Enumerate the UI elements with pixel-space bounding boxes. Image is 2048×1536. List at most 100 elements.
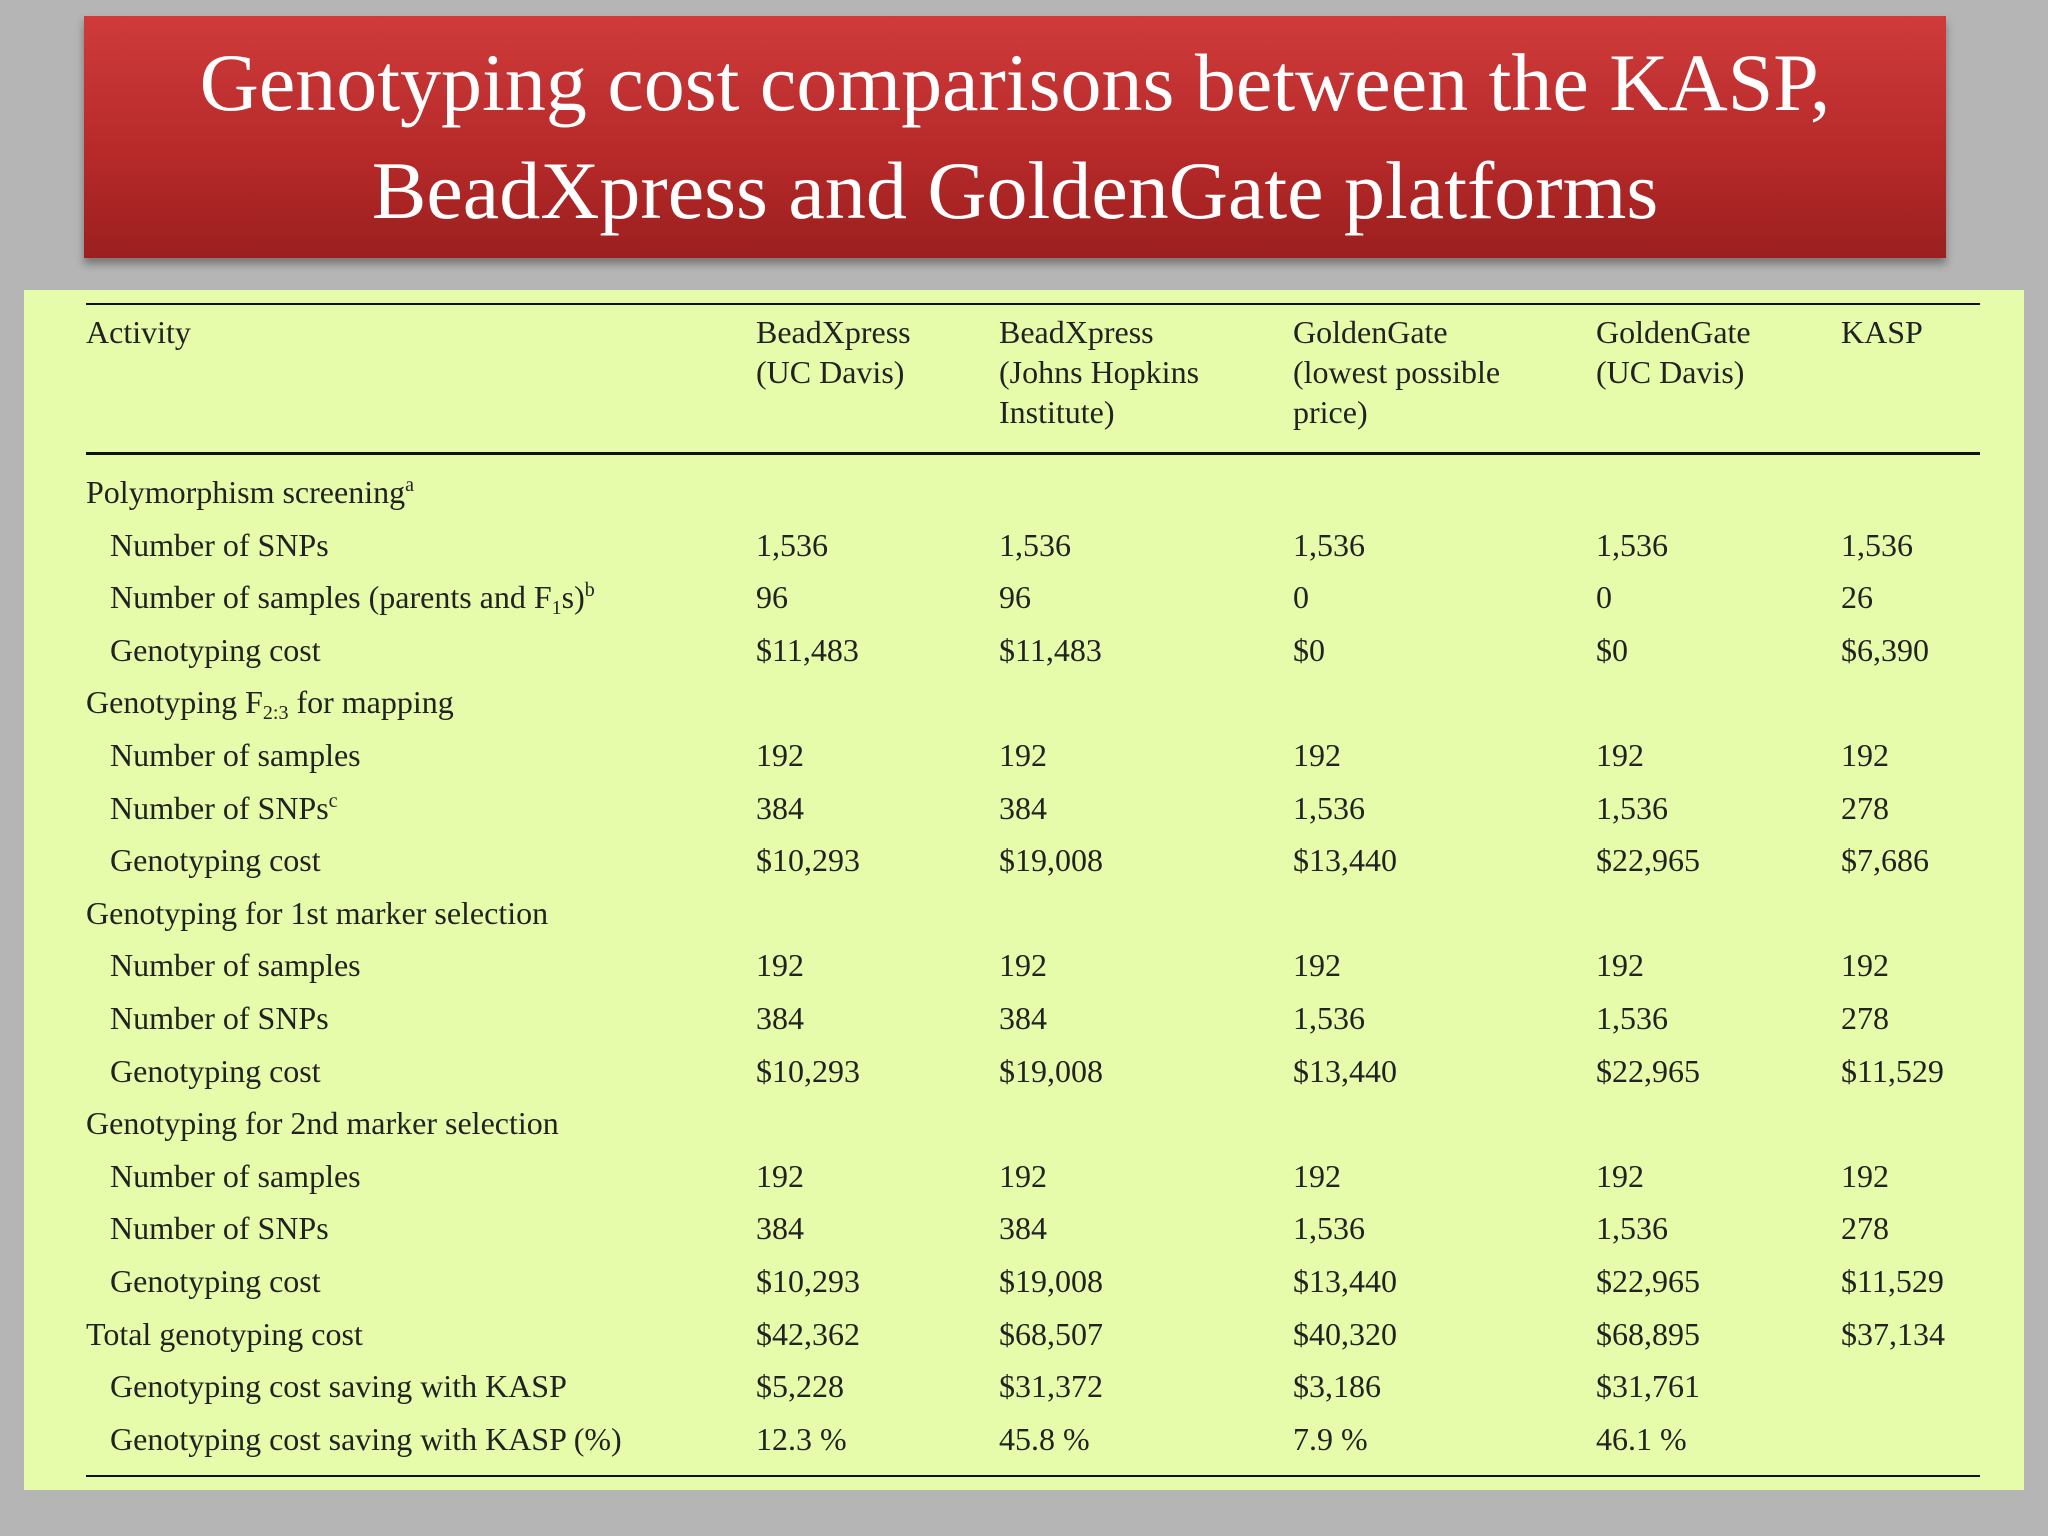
table-cell: 192 [1841, 1157, 1889, 1194]
table-cell: 278 [1841, 789, 1889, 826]
table-cell: 1,536 [756, 526, 828, 563]
table-cell: $10,293 [756, 842, 860, 879]
table-row: Number of SNPs 384 384 1,536 1,536 278 [24, 1202, 2024, 1254]
label-subscript: 2:3 [262, 702, 289, 725]
table-row: Genotyping cost $10,293 $19,008 $13,440 $22,… [24, 1045, 2024, 1097]
table-cell: 1,536 [1596, 789, 1668, 826]
table-cell: 192 [756, 737, 804, 773]
table-cell: 96 [756, 579, 788, 616]
table-cell: 1,536 [1293, 526, 1365, 563]
row-label: Genotyping F2:3 for mapping [86, 684, 454, 725]
table-cell: 12.3 % [756, 1420, 847, 1457]
table-row: Number of samples (parents and F1s)b 96 96… [24, 571, 2024, 623]
table-cell: 384 [756, 789, 804, 826]
table-cell: $0 [1293, 631, 1325, 668]
table-cell: 7.9 % [1293, 1420, 1368, 1457]
row-label: Genotyping cost [110, 842, 321, 879]
table-section-row: Polymorphism screeninga [24, 466, 2024, 518]
table-cell: $31,761 [1596, 1368, 1700, 1405]
table-cell: 46.1 % [1596, 1420, 1687, 1457]
table-cell: $13,440 [1293, 1263, 1397, 1299]
table-cell: 192 [999, 947, 1047, 984]
table-cell: 1,536 [1293, 1210, 1365, 1247]
table-cell: 192 [1293, 1157, 1341, 1194]
table-cell: $11,483 [999, 631, 1102, 668]
table-cell: $37,134 [1841, 1315, 1945, 1352]
table-cell: $31,372 [999, 1368, 1103, 1405]
table-cell: 384 [999, 1000, 1047, 1036]
table-cell: 1,536 [1596, 1210, 1668, 1247]
table-cell: $22,965 [1596, 1052, 1700, 1089]
table-row: Genotyping cost $11,483 $11,483 $0 $0 $6,390 [24, 624, 2024, 676]
row-label: Number of SNPsc [110, 789, 338, 826]
table-cell: $19,008 [999, 1052, 1103, 1089]
table-cell: 192 [1841, 737, 1889, 773]
column-header-activity: Activity [86, 314, 191, 350]
table-cell: $7,686 [1841, 842, 1929, 879]
table-section-row: Genotyping for 1st marker selection [24, 887, 2024, 939]
row-label: Total genotyping cost [86, 1315, 363, 1352]
row-label: Genotyping cost saving with KASP (%) [110, 1420, 622, 1457]
table-cell: 192 [1596, 737, 1644, 773]
table-cell: 1,536 [1596, 1000, 1668, 1036]
table-cell: $0 [1596, 631, 1628, 668]
table-row: Number of SNPsc 384 384 1,536 1,536 278 [24, 782, 2024, 834]
row-label: Number of samples [110, 947, 361, 984]
slide-title-text: Genotyping cost comparisons between the … [199, 37, 1831, 236]
table-cell: 192 [756, 1157, 804, 1194]
table-row: Number of samples 192 192 192 192 192 [24, 729, 2024, 781]
table-cell: $6,390 [1841, 631, 1929, 668]
table-cell: $68,507 [999, 1315, 1103, 1352]
table-cell: 192 [756, 947, 804, 984]
table-cell: $19,008 [999, 1263, 1103, 1299]
table-cell: 192 [1596, 1157, 1644, 1194]
table-cell: $13,440 [1293, 1052, 1397, 1089]
table-cell: 1,536 [1293, 789, 1365, 826]
table-cell: 278 [1841, 1000, 1889, 1036]
row-label: Number of SNPs [110, 1000, 329, 1036]
table-cell: 1,536 [999, 526, 1071, 563]
footnote-marker: a [405, 474, 414, 496]
table-cell: 192 [1596, 947, 1644, 984]
column-header-beadxpress-johns-hopkins: BeadXpress (Johns Hopkins Institute) [999, 314, 1200, 430]
table-cell: $19,008 [999, 842, 1103, 879]
column-header-kasp: KASP [1841, 314, 1923, 350]
table-row: Genotyping cost $10,293 $19,008 $13,440 $22,… [24, 834, 2024, 886]
row-label: Polymorphism screeninga [86, 474, 414, 510]
table-row: Genotyping cost saving with KASP $5,228 $3… [24, 1360, 2024, 1412]
table-cell: $22,965 [1596, 1263, 1700, 1299]
table-cell: $10,293 [756, 1052, 860, 1089]
row-label: Genotyping cost [110, 1052, 321, 1089]
table-row: Number of samples 192 192 192 192 192 [24, 1150, 2024, 1202]
table-cell: $68,895 [1596, 1315, 1700, 1352]
row-label: Genotyping cost [110, 1263, 321, 1299]
table-top-rule [86, 303, 1980, 305]
row-label: Genotyping for 2nd marker selection [86, 1105, 559, 1142]
table-cell: 384 [999, 1210, 1047, 1247]
table-cell: 0 [1596, 579, 1612, 616]
table-cell: 1,536 [1841, 526, 1913, 563]
table-row: Genotyping cost $10,293 $19,008 $13,440 $22,… [24, 1255, 2024, 1307]
footnote-marker: b [584, 579, 595, 602]
row-label: Number of samples (parents and F1s)b [110, 579, 595, 620]
table-cell: 192 [999, 737, 1047, 773]
table-cell: $42,362 [756, 1315, 860, 1352]
header-separator-rule [86, 452, 1980, 455]
table-cell: $11,529 [1841, 1263, 1944, 1299]
table-section-row: Genotyping F2:3 for mapping [24, 676, 2024, 728]
table-cell: 45.8 % [999, 1420, 1090, 1457]
table-row: Number of SNPs 1,536 1,536 1,536 1,536 1,536 [24, 519, 2024, 571]
table-bottom-rule [86, 1475, 1980, 1477]
row-label: Number of SNPs [110, 1210, 329, 1247]
footnote-marker: c [328, 789, 338, 812]
row-label: Genotyping for 1st marker selection [86, 894, 549, 931]
table-cell: $22,965 [1596, 842, 1700, 879]
table-cell: 26 [1841, 579, 1873, 616]
table-cell: 384 [999, 789, 1047, 826]
table-cell: 192 [1293, 737, 1341, 773]
column-header-goldengate-lowest: GoldenGate (lowest possible price) [1293, 314, 1501, 430]
row-label: Number of samples [110, 1157, 361, 1194]
table-cell: $11,483 [756, 631, 859, 668]
table-cell: 192 [1841, 947, 1889, 984]
table-cell: 384 [756, 1000, 804, 1036]
